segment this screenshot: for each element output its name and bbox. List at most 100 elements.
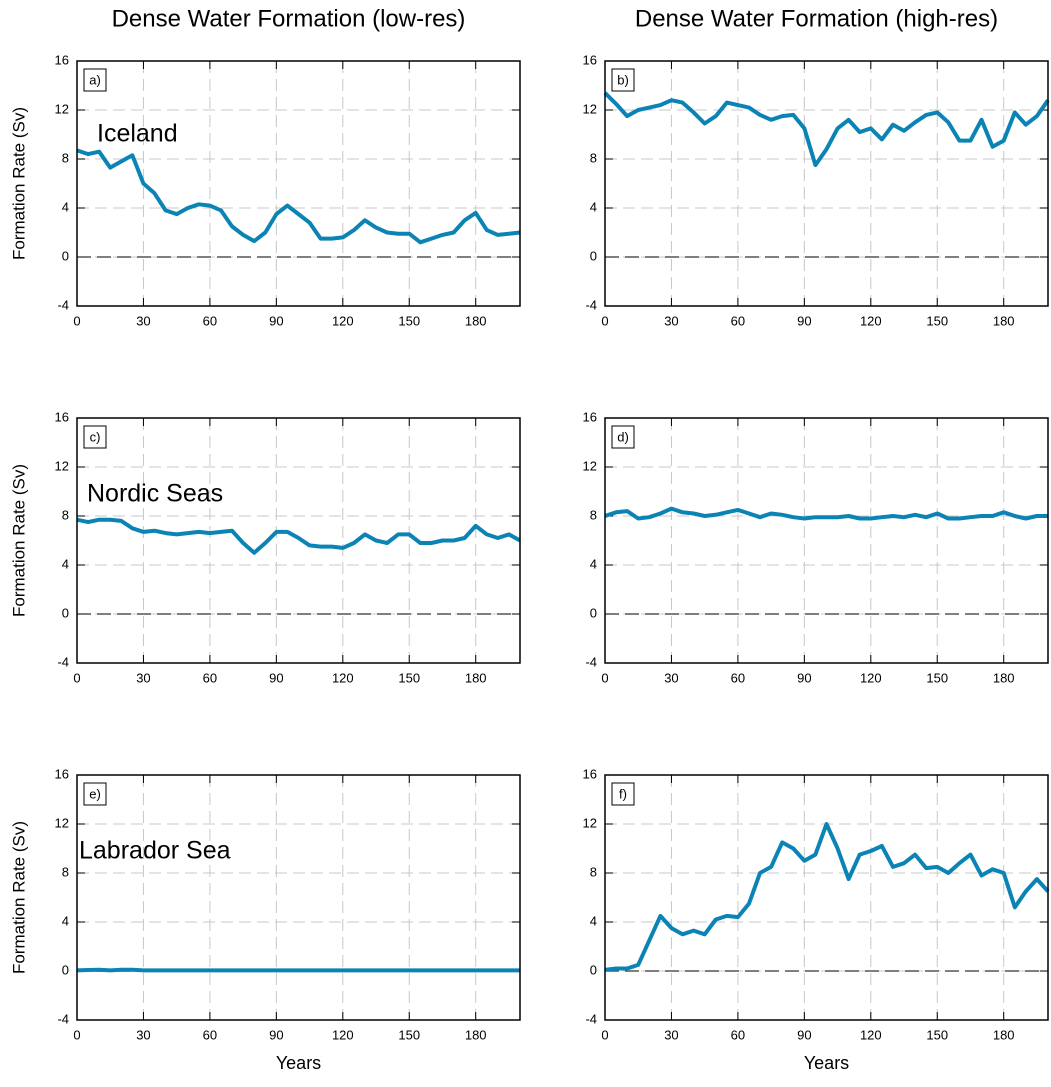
y-tick-label: 16: [583, 409, 597, 424]
x-tick-label: 30: [136, 670, 150, 685]
panel-label-box: [611, 782, 635, 806]
y-tick-label: 4: [62, 199, 69, 214]
x-tick-label: 150: [398, 313, 420, 328]
annotation: Labrador Sea: [79, 837, 231, 865]
x-tick-label: 90: [269, 670, 283, 685]
x-tick-label: 60: [203, 1027, 217, 1042]
panel-label: e): [89, 786, 101, 801]
y-tick-label: 0: [590, 605, 597, 620]
x-tick-label: 150: [398, 1027, 420, 1042]
x-tick-label: 0: [601, 313, 608, 328]
x-tick-label: 0: [73, 1027, 80, 1042]
y-tick-label: 12: [583, 815, 597, 830]
x-tick-label: 180: [993, 670, 1015, 685]
x-tick-label: 120: [332, 1027, 354, 1042]
panel-label: b): [617, 72, 629, 87]
y-tick-label: 16: [55, 409, 69, 424]
y-axis-label: Formation Rate (Sv): [9, 821, 28, 974]
y-tick-label: 12: [583, 101, 597, 116]
y-tick-label: 4: [62, 913, 69, 928]
y-tick-label: 4: [590, 556, 597, 571]
x-tick-label: 0: [601, 1027, 608, 1042]
y-axis-label: Formation Rate (Sv): [9, 464, 28, 617]
x-tick-label: 90: [797, 313, 811, 328]
panel-label: a): [89, 72, 101, 87]
y-tick-label: -4: [585, 297, 597, 312]
y-tick-label: 16: [55, 766, 69, 781]
x-tick-label: 30: [136, 313, 150, 328]
data-line: [604, 822, 1050, 972]
x-tick-label: 150: [926, 1027, 948, 1042]
y-tick-label: 4: [590, 913, 597, 928]
y-tick-label: 8: [62, 864, 69, 879]
panel-title: Dense Water Formation (low-res): [112, 5, 466, 32]
x-tick-label: 150: [926, 313, 948, 328]
x-tick-label: 60: [203, 313, 217, 328]
x-tick-label: 180: [993, 313, 1015, 328]
y-tick-label: -4: [57, 297, 69, 312]
y-tick-label: 0: [590, 248, 597, 263]
annotation: Nordic Seas: [87, 480, 223, 508]
x-tick-label: 120: [860, 670, 882, 685]
plot-frame: [76, 774, 521, 1021]
x-tick-label: 0: [601, 670, 608, 685]
y-tick-label: -4: [57, 654, 69, 669]
x-tick-label: 90: [269, 1027, 283, 1042]
y-axis-label: Formation Rate (Sv): [9, 107, 28, 260]
plot-frame: [604, 417, 1049, 664]
y-tick-label: 16: [583, 766, 597, 781]
x-tick-label: 30: [136, 1027, 150, 1042]
plot-frame: [604, 60, 1049, 307]
x-tick-label: 180: [465, 670, 487, 685]
y-tick-label: 8: [62, 507, 69, 522]
data-line: [604, 506, 1048, 521]
x-tick-label: 60: [731, 1027, 745, 1042]
data-line: [76, 967, 520, 973]
x-tick-label: 0: [73, 313, 80, 328]
x-tick-label: 120: [332, 670, 354, 685]
panel-label: f): [619, 786, 627, 801]
x-tick-label: 60: [731, 670, 745, 685]
y-tick-label: 12: [583, 458, 597, 473]
y-tick-label: -4: [585, 1011, 597, 1026]
panel-label-box: [611, 425, 635, 449]
data-line: [603, 91, 1050, 168]
x-tick-label: 120: [860, 1027, 882, 1042]
x-tick-label: 150: [926, 670, 948, 685]
y-tick-label: 4: [62, 556, 69, 571]
x-tick-label: 60: [203, 670, 217, 685]
y-tick-label: 0: [62, 248, 69, 263]
panel-label-box: [611, 68, 635, 92]
y-tick-label: 8: [590, 507, 597, 522]
y-tick-label: 0: [590, 962, 597, 977]
panel-label-box: [83, 68, 107, 92]
panel-title: Dense Water Formation (high-res): [635, 5, 998, 32]
x-tick-label: 60: [731, 313, 745, 328]
y-tick-label: 12: [55, 458, 69, 473]
y-tick-label: 8: [590, 864, 597, 879]
x-axis-label: Years: [804, 1053, 849, 1073]
panel-label-box: [83, 425, 107, 449]
x-tick-label: 30: [664, 313, 678, 328]
panel-label-box: [83, 782, 107, 806]
x-tick-label: 90: [797, 670, 811, 685]
x-tick-label: 120: [332, 313, 354, 328]
y-tick-label: 12: [55, 815, 69, 830]
y-tick-label: 8: [590, 150, 597, 165]
x-tick-label: 90: [797, 1027, 811, 1042]
panel-label: d): [617, 429, 629, 444]
y-tick-label: -4: [585, 654, 597, 669]
x-tick-label: 30: [664, 1027, 678, 1042]
y-tick-label: 8: [62, 150, 69, 165]
data-line: [76, 148, 521, 245]
x-axis-label: Years: [276, 1053, 321, 1073]
x-tick-label: 180: [465, 313, 487, 328]
x-tick-label: 180: [993, 1027, 1015, 1042]
y-tick-label: 4: [590, 199, 597, 214]
annotation: Iceland: [97, 120, 178, 148]
plot-frame: [604, 774, 1049, 1021]
y-tick-label: 0: [62, 605, 69, 620]
y-tick-label: 12: [55, 101, 69, 116]
y-tick-label: 16: [55, 52, 69, 67]
plot-frame: [76, 417, 521, 664]
